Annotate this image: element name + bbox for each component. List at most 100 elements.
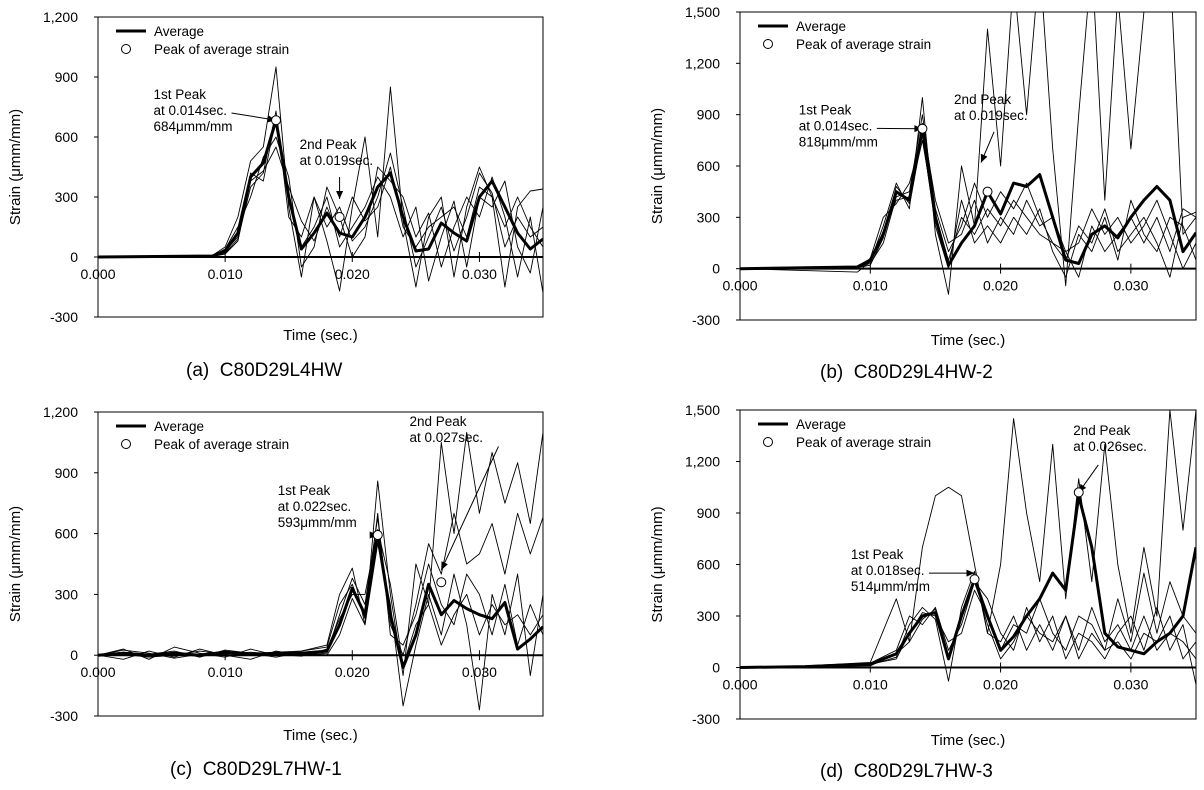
gauge-series-line	[98, 110, 543, 268]
chart-panel-c: -300 0 300 600 900 1,200 0.000 0.010 0.020 0.030 1…	[0, 398, 560, 750]
annotation-arrow	[980, 131, 995, 163]
y-tick-label: 0	[70, 647, 78, 663]
y-axis-label: Strain (μmm/mm)	[649, 506, 666, 622]
chart-c-caption: (c) C80D29L7HW-1	[170, 759, 342, 780]
annotation-text: 1st Peak	[278, 483, 331, 498]
peak-marker	[271, 115, 281, 126]
annotation-text: at 0.027sec.	[410, 430, 484, 445]
gauge-series-line	[98, 512, 543, 659]
annotation-text: at 0.019sec.	[300, 153, 374, 168]
y-tick-label: 0	[712, 660, 720, 676]
legend-peak-label: Peak of average strain	[796, 435, 931, 450]
annotation-text: at 0.014sec.	[799, 118, 873, 133]
series-group	[740, 410, 1196, 685]
y-tick-label: 600	[697, 557, 721, 573]
y-tick-label: 0	[712, 261, 720, 277]
peak-marker	[917, 123, 928, 134]
peak-marker	[1073, 487, 1084, 498]
y-axis-label: Strain (μmm/mm)	[7, 506, 24, 622]
annotation-arrow	[231, 112, 277, 123]
x-tick-label: 0.030	[462, 664, 497, 680]
x-tick-label: 0.010	[208, 266, 243, 282]
y-tick-label: 600	[55, 129, 79, 145]
peak-marker	[334, 212, 345, 222]
x-tick-label: 0.030	[1113, 677, 1148, 693]
average-series-line	[98, 118, 543, 259]
y-tick-label: 900	[697, 505, 721, 521]
legend-peak-label: Peak of average strain	[154, 437, 289, 452]
y-tick-label: 1,200	[43, 9, 78, 25]
y-tick-label: 300	[697, 209, 721, 225]
legend-average-label: Average	[796, 19, 846, 34]
x-tick-label: 0.000	[722, 278, 757, 294]
chart-c-svg: -300 0 300 600 900 1,200 0.000 0.010 0.020 0.030 1…	[7, 404, 544, 744]
x-axis-label: Time (sec.)	[283, 327, 357, 344]
chart-b-caption: (b) C80D29L4HW-2	[820, 362, 993, 383]
legend-peak-label: Peak of average strain	[154, 42, 289, 57]
annotation-arrow	[440, 446, 499, 571]
annotation-text: 2nd Peak	[1073, 423, 1130, 438]
annotation-text: 514μmm/mm	[851, 579, 930, 594]
x-tick-label: 0.020	[983, 278, 1018, 294]
gauge-series-line	[98, 529, 543, 666]
chart-a-caption: (a) C80D29L4HW	[186, 360, 343, 381]
annotation-text: 1st Peak	[154, 87, 207, 102]
gauge-series-line	[98, 512, 543, 660]
y-tick-label: -300	[50, 708, 78, 724]
chart-d-caption: (d) C80D29L7HW-3	[820, 761, 993, 782]
annotation-arrow	[1078, 464, 1099, 493]
series-group	[740, 12, 1196, 295]
annotation-arrow	[336, 177, 344, 199]
peak-marker	[436, 577, 447, 588]
y-tick-label: 600	[55, 526, 79, 542]
annotation-text: 2nd Peak	[300, 137, 357, 152]
annotation-text: at 0.019sec.	[954, 108, 1028, 123]
y-tick-label: 900	[55, 465, 79, 481]
y-tick-label: -300	[692, 312, 720, 328]
annotation-arrow	[928, 569, 975, 577]
annotation-text: 2nd Peak	[410, 414, 467, 429]
gauge-series-line	[98, 543, 543, 711]
x-tick-label: 0.030	[462, 266, 497, 282]
annotation-text: at 0.018sec.	[851, 563, 925, 578]
average-series-line	[740, 494, 1196, 669]
y-tick-label: 900	[697, 107, 721, 123]
peak-marker	[982, 186, 993, 197]
chart-d-svg: -300 0 300 600 900 1,200 1,500 0.000 0.010 0.020 0…	[649, 402, 1197, 749]
y-axis-label: Strain (μmm/mm)	[649, 108, 666, 224]
gauge-series-line	[98, 66, 543, 292]
legend-average-label: Average	[154, 24, 204, 39]
gauge-series-line	[740, 570, 1196, 682]
gauge-series-line	[740, 581, 1196, 685]
legend-average-label: Average	[796, 417, 846, 432]
y-tick-label: 300	[697, 608, 721, 624]
y-tick-label: -300	[692, 711, 720, 727]
chart-panel-a: -300 0 300 600 900 1,200 0.000 0.010 0.020 0.030 1…	[0, 0, 560, 350]
legend-peak-label: Peak of average strain	[796, 37, 931, 52]
annotation-text: 593μmm/mm	[278, 515, 357, 530]
x-tick-label: 0.000	[80, 266, 115, 282]
annotation-text: 1st Peak	[799, 102, 852, 117]
y-tick-label: 1,500	[685, 402, 720, 418]
legend-average-label: Average	[154, 419, 204, 434]
y-tick-label: 300	[55, 586, 79, 602]
x-tick-label: 0.010	[853, 677, 888, 693]
chart-panel-d: -300 0 300 600 900 1,200 1,500 0.000 0.010 0.020 0…	[640, 398, 1204, 755]
y-tick-label: 300	[55, 189, 79, 205]
chart-panel-b: -300 0 300 600 900 1,200 1,500 0.000 0.010 0.020 0…	[640, 0, 1204, 355]
legend-peak-swatch	[763, 437, 773, 447]
gauge-series-line	[740, 139, 1196, 278]
y-tick-label: 1,500	[685, 4, 720, 20]
gauge-series-line	[98, 431, 543, 676]
y-tick-label: 900	[55, 69, 79, 85]
x-tick-label: 0.020	[335, 664, 370, 680]
plot-area-frame	[97, 16, 544, 318]
x-tick-label: 0.000	[722, 677, 757, 693]
annotation-text: 2nd Peak	[954, 92, 1011, 107]
annotation-text: 1st Peak	[851, 547, 904, 562]
gauge-series-line	[740, 410, 1196, 668]
chart-b-svg: -300 0 300 600 900 1,200 1,500 0.000 0.010 0.020 0…	[649, 4, 1197, 349]
peak-marker	[969, 574, 980, 585]
x-axis-label: Time (sec.)	[283, 727, 357, 744]
annotation-text: at 0.022sec.	[278, 499, 352, 514]
